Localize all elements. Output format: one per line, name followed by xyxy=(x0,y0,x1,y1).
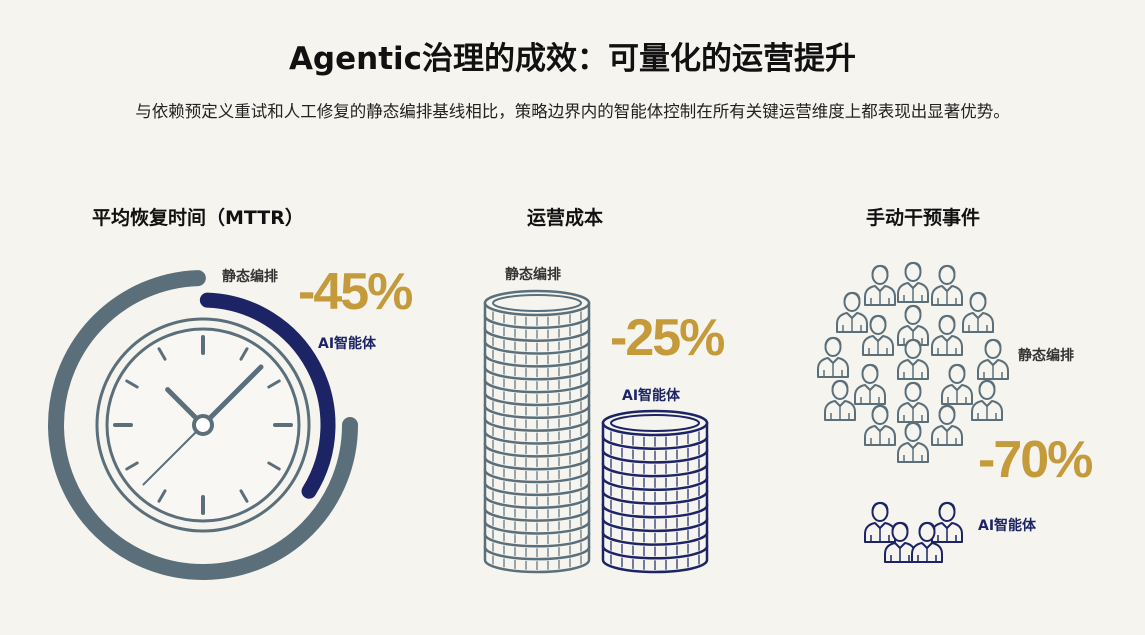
cost-change: -25% xyxy=(610,309,725,367)
intervention-agent-label: AI智能体 xyxy=(978,518,1037,534)
coin-stack-agent-icon xyxy=(601,409,709,574)
person-icon xyxy=(836,291,868,333)
mttr-change: -45% xyxy=(298,263,413,321)
person-icon xyxy=(931,501,963,543)
person-icon xyxy=(817,336,849,378)
cost-static-label: 静态编排 xyxy=(505,267,561,283)
person-icon xyxy=(897,338,929,380)
coin-top-inner xyxy=(492,294,582,312)
person-icon xyxy=(911,521,943,563)
person-icon xyxy=(897,304,929,346)
clock-tick xyxy=(267,379,281,389)
people-static-icon xyxy=(817,261,1009,463)
clock-tick xyxy=(125,379,139,389)
mttr-agent-label: AI智能体 xyxy=(318,336,377,352)
second-hand xyxy=(142,424,204,486)
person-icon xyxy=(897,381,929,423)
coin-stack-static-icon xyxy=(483,289,591,574)
clock-tick xyxy=(125,461,139,471)
person-icon xyxy=(971,379,1003,421)
person-icon xyxy=(977,338,1009,380)
clock-outer-ring xyxy=(95,317,311,533)
clock-tick xyxy=(157,347,167,361)
person-icon xyxy=(962,291,994,333)
clock-tick xyxy=(239,489,249,503)
clock-icon xyxy=(48,270,358,580)
agent-arc xyxy=(199,292,336,499)
person-icon xyxy=(864,501,896,543)
people-agent-icon xyxy=(864,501,963,563)
clock-tick xyxy=(239,347,249,361)
person-icon xyxy=(864,404,896,446)
page-subtitle: 与依赖预定义重试和人工修复的静态编排基线相比，策略边界内的智能体控制在所有关键运… xyxy=(135,102,1010,121)
person-icon xyxy=(862,314,894,356)
person-icon xyxy=(897,261,929,303)
cost-agent-label: AI智能体 xyxy=(622,388,681,404)
intervention-heading: 手动干预事件 xyxy=(866,207,981,229)
person-icon xyxy=(854,363,886,405)
coin-top-inner xyxy=(610,414,700,432)
minute-hand xyxy=(200,364,264,428)
page-title: Agentic治理的成效：可量化的运营提升 xyxy=(288,41,857,77)
intervention-static-label: 静态编排 xyxy=(1018,348,1074,364)
intervention-change: -70% xyxy=(978,431,1093,489)
mttr-static-label: 静态编排 xyxy=(222,269,278,285)
cost-heading: 运营成本 xyxy=(527,207,604,229)
person-icon xyxy=(931,264,963,306)
person-icon xyxy=(824,379,856,421)
person-icon xyxy=(941,363,973,405)
clock-tick xyxy=(267,461,281,471)
person-icon xyxy=(864,264,896,306)
person-icon xyxy=(931,314,963,356)
person-icon xyxy=(931,404,963,446)
mttr-heading: 平均恢复时间（MTTR） xyxy=(92,207,304,229)
static-arc xyxy=(48,270,358,580)
clock-center xyxy=(192,414,214,436)
person-icon xyxy=(897,421,929,463)
clock-tick xyxy=(157,489,167,503)
